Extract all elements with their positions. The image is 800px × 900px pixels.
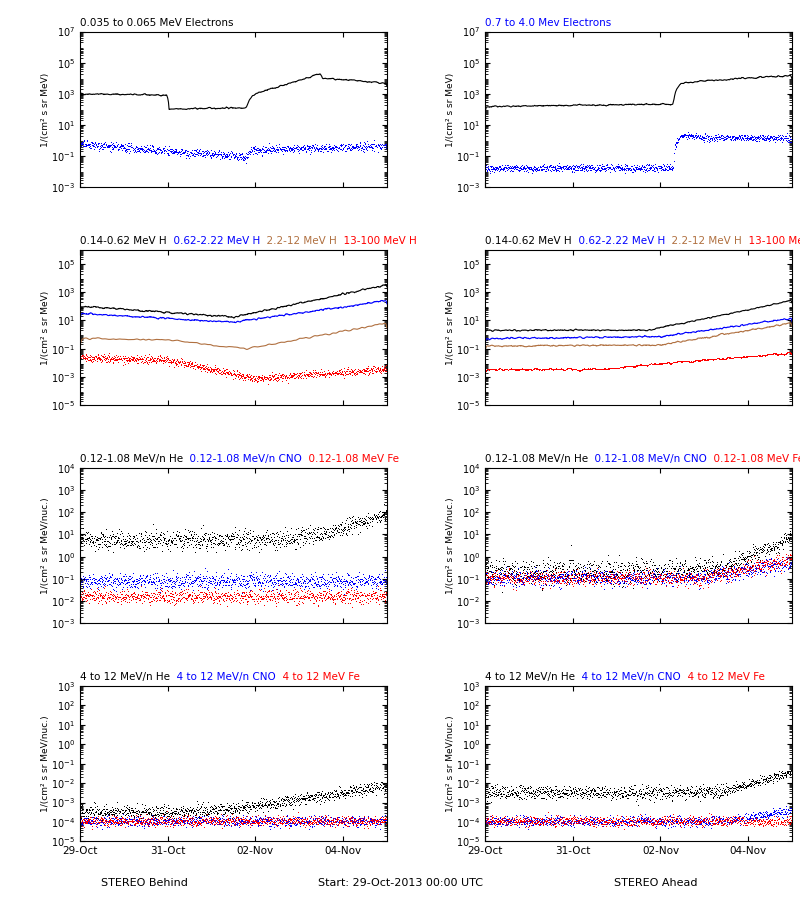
Text: 4 to 12 MeV/n CNO: 4 to 12 MeV/n CNO [575, 672, 681, 682]
Text: 0.12-1.08 MeV/n He: 0.12-1.08 MeV/n He [485, 454, 588, 464]
Text: Start: 29-Oct-2013 00:00 UTC: Start: 29-Oct-2013 00:00 UTC [318, 878, 482, 888]
Text: 0.12-1.08 MeV/n He: 0.12-1.08 MeV/n He [80, 454, 183, 464]
Text: 0.62-2.22 MeV H: 0.62-2.22 MeV H [166, 236, 260, 246]
Text: 4 to 12 MeV/n CNO: 4 to 12 MeV/n CNO [170, 672, 276, 682]
Y-axis label: 1/(cm² s sr MeV/nuc.): 1/(cm² s sr MeV/nuc.) [446, 497, 455, 594]
Y-axis label: 1/(cm² s sr MeV): 1/(cm² s sr MeV) [446, 72, 455, 147]
Text: STEREO Behind: STEREO Behind [101, 878, 187, 888]
Text: 0.14-0.62 MeV H: 0.14-0.62 MeV H [80, 236, 166, 246]
Text: 4 to 12 MeV/n He: 4 to 12 MeV/n He [80, 672, 170, 682]
Text: 2.2-12 MeV H: 2.2-12 MeV H [260, 236, 337, 246]
Y-axis label: 1/(cm² s sr MeV): 1/(cm² s sr MeV) [41, 291, 50, 364]
Y-axis label: 1/(cm² s sr MeV/nuc.): 1/(cm² s sr MeV/nuc.) [41, 716, 50, 812]
Text: 0.62-2.22 MeV H: 0.62-2.22 MeV H [572, 236, 665, 246]
Text: 0.7 to 4.0 Mev Electrons: 0.7 to 4.0 Mev Electrons [485, 18, 611, 28]
Text: 0.12-1.08 MeV Fe: 0.12-1.08 MeV Fe [707, 454, 800, 464]
Y-axis label: 1/(cm² s sr MeV/nuc.): 1/(cm² s sr MeV/nuc.) [446, 716, 454, 812]
Text: 0.12-1.08 MeV/n CNO: 0.12-1.08 MeV/n CNO [183, 454, 302, 464]
Text: 13-100 MeV H: 13-100 MeV H [337, 236, 416, 246]
Text: 0.12-1.08 MeV/n CNO: 0.12-1.08 MeV/n CNO [588, 454, 707, 464]
Y-axis label: 1/(cm² s sr MeV): 1/(cm² s sr MeV) [41, 72, 50, 147]
Text: 13-100 MeV H: 13-100 MeV H [742, 236, 800, 246]
Text: STEREO Ahead: STEREO Ahead [614, 878, 698, 888]
Y-axis label: 1/(cm² s sr MeV): 1/(cm² s sr MeV) [446, 291, 455, 364]
Text: 4 to 12 MeV/n He: 4 to 12 MeV/n He [485, 672, 575, 682]
Text: 2.2-12 MeV H: 2.2-12 MeV H [665, 236, 742, 246]
Y-axis label: 1/(cm² s sr MeV/nuc.): 1/(cm² s sr MeV/nuc.) [41, 497, 50, 594]
Text: 0.14-0.62 MeV H: 0.14-0.62 MeV H [485, 236, 572, 246]
Text: 4 to 12 MeV Fe: 4 to 12 MeV Fe [276, 672, 360, 682]
Text: 0.12-1.08 MeV Fe: 0.12-1.08 MeV Fe [302, 454, 399, 464]
Text: 0.035 to 0.065 MeV Electrons: 0.035 to 0.065 MeV Electrons [80, 18, 234, 28]
Text: 4 to 12 MeV Fe: 4 to 12 MeV Fe [681, 672, 765, 682]
